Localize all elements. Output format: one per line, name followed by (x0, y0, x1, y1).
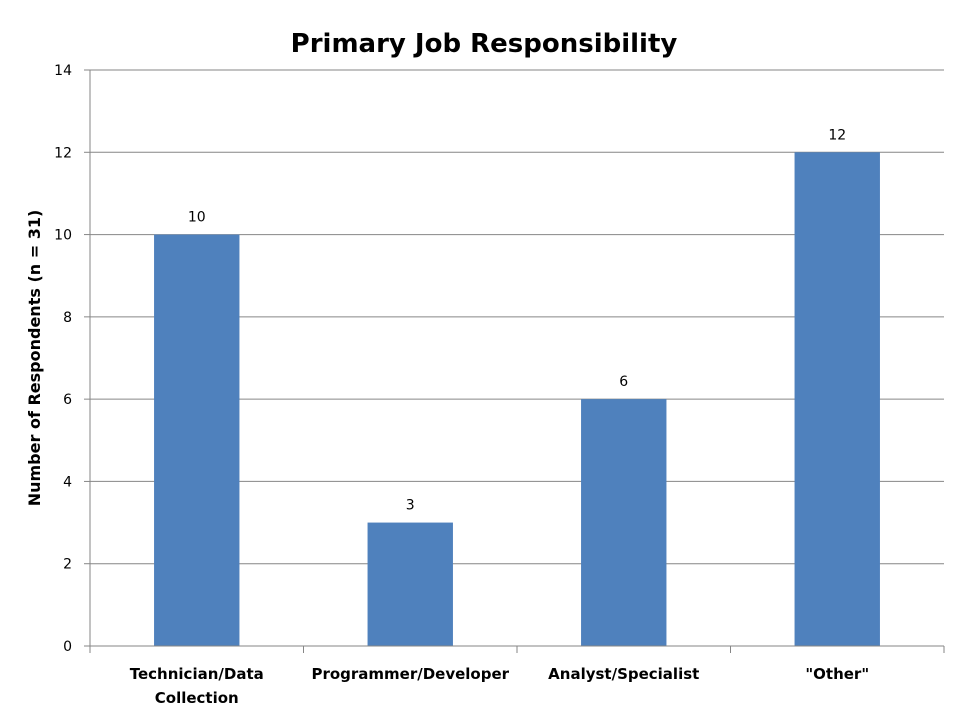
x-category-label-line: Analyst/Specialist (548, 665, 699, 683)
y-tick-label: 14 (54, 63, 72, 79)
y-tick-label: 12 (54, 145, 72, 161)
data-label: 6 (619, 374, 628, 390)
chart-title: Primary Job Responsibility (291, 29, 678, 59)
x-category-label-line: Collection (155, 689, 239, 707)
x-category-label: Programmer/Developer (311, 665, 509, 683)
y-tick-label: 10 (54, 228, 72, 244)
y-tick-label: 0 (63, 639, 72, 655)
bar (367, 522, 453, 646)
bar (794, 152, 880, 647)
y-axis-title: Number of Respondents (n = 31) (25, 210, 44, 507)
data-label: 3 (406, 498, 415, 514)
x-category-label-line: "Other" (805, 665, 869, 683)
data-label: 10 (188, 210, 206, 226)
bars (154, 152, 880, 647)
labels: 0 2 4 6 8 10 12 14 10 Technician/Data Collection 3 P… (54, 63, 869, 707)
y-tick-label: 8 (63, 310, 72, 326)
y-tick-label: 4 (63, 474, 72, 490)
x-category-label-line: Programmer/Developer (311, 665, 509, 683)
data-label: 12 (828, 127, 846, 143)
y-tick-label: 2 (63, 557, 72, 573)
x-category-label: Analyst/Specialist (548, 665, 699, 683)
bar (154, 234, 240, 647)
axes (84, 69, 945, 653)
x-category-label-line: Technician/Data (130, 665, 264, 683)
y-tick-label: 6 (63, 392, 72, 408)
bar (581, 399, 667, 646)
x-category-label: Technician/Data Collection (130, 665, 264, 707)
x-category-label: "Other" (805, 665, 869, 683)
